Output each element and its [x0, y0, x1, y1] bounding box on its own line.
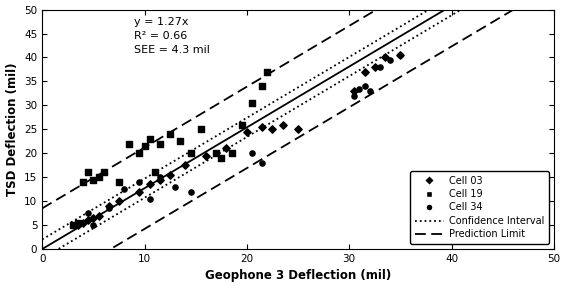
Point [99, 170, 108, 175]
Point [89, 223, 98, 228]
Point [74, 220, 83, 225]
Point [212, 151, 221, 156]
Point [370, 65, 379, 69]
Point [89, 216, 98, 220]
Point [145, 182, 154, 187]
Point [84, 170, 93, 175]
Point [365, 89, 374, 93]
Point [166, 132, 175, 137]
Point [119, 187, 128, 192]
Point [380, 55, 389, 60]
Point [242, 129, 251, 134]
Point [114, 180, 123, 184]
Point [84, 218, 93, 223]
Legend: Cell 03, Cell 19, Cell 34, Confidence Interval, Prediction Limit: Cell 03, Cell 19, Cell 34, Confidence In… [410, 171, 549, 244]
Point [201, 153, 211, 158]
Point [181, 163, 190, 168]
Text: y = 1.27x
R² = 0.66
SEE = 4.3 mil: y = 1.27x R² = 0.66 SEE = 4.3 mil [134, 17, 210, 55]
Point [227, 151, 236, 156]
Point [294, 127, 303, 132]
Point [114, 199, 123, 203]
Point [237, 122, 246, 127]
Point [355, 86, 364, 91]
Point [396, 53, 405, 57]
Point [150, 170, 159, 175]
Point [94, 213, 103, 218]
Point [74, 223, 83, 228]
Point [268, 127, 277, 132]
Point [145, 196, 154, 201]
Point [258, 125, 267, 129]
Point [258, 84, 267, 88]
Point [396, 53, 405, 57]
Point [156, 177, 165, 182]
Point [94, 175, 103, 179]
Point [360, 84, 369, 88]
Point [375, 65, 384, 69]
Point [156, 175, 165, 179]
Point [140, 144, 149, 148]
Point [156, 141, 165, 146]
Point [350, 94, 359, 98]
Point [84, 211, 93, 215]
Point [145, 137, 154, 141]
Point [135, 189, 144, 194]
Point [247, 151, 256, 156]
Point [171, 184, 180, 189]
Point [89, 177, 98, 182]
Point [360, 69, 369, 74]
Point [350, 89, 359, 93]
Point [104, 206, 113, 211]
Point [385, 58, 395, 62]
Point [186, 189, 195, 194]
Point [135, 151, 144, 156]
Point [258, 160, 267, 165]
Y-axis label: TSD Deflection (mil): TSD Deflection (mil) [6, 62, 19, 196]
Point [68, 223, 78, 228]
X-axis label: Geophone 3 Deflection (mil): Geophone 3 Deflection (mil) [205, 270, 391, 283]
Point [166, 173, 175, 177]
Point [79, 220, 88, 225]
Point [263, 69, 272, 74]
Point [135, 180, 144, 184]
Point [79, 180, 88, 184]
Point [278, 122, 287, 127]
Point [247, 101, 256, 105]
Point [125, 141, 134, 146]
Point [176, 139, 185, 144]
Point [196, 127, 205, 132]
Point [104, 204, 113, 208]
Point [217, 156, 226, 160]
Point [222, 146, 231, 151]
Point [74, 220, 83, 225]
Point [186, 151, 195, 156]
